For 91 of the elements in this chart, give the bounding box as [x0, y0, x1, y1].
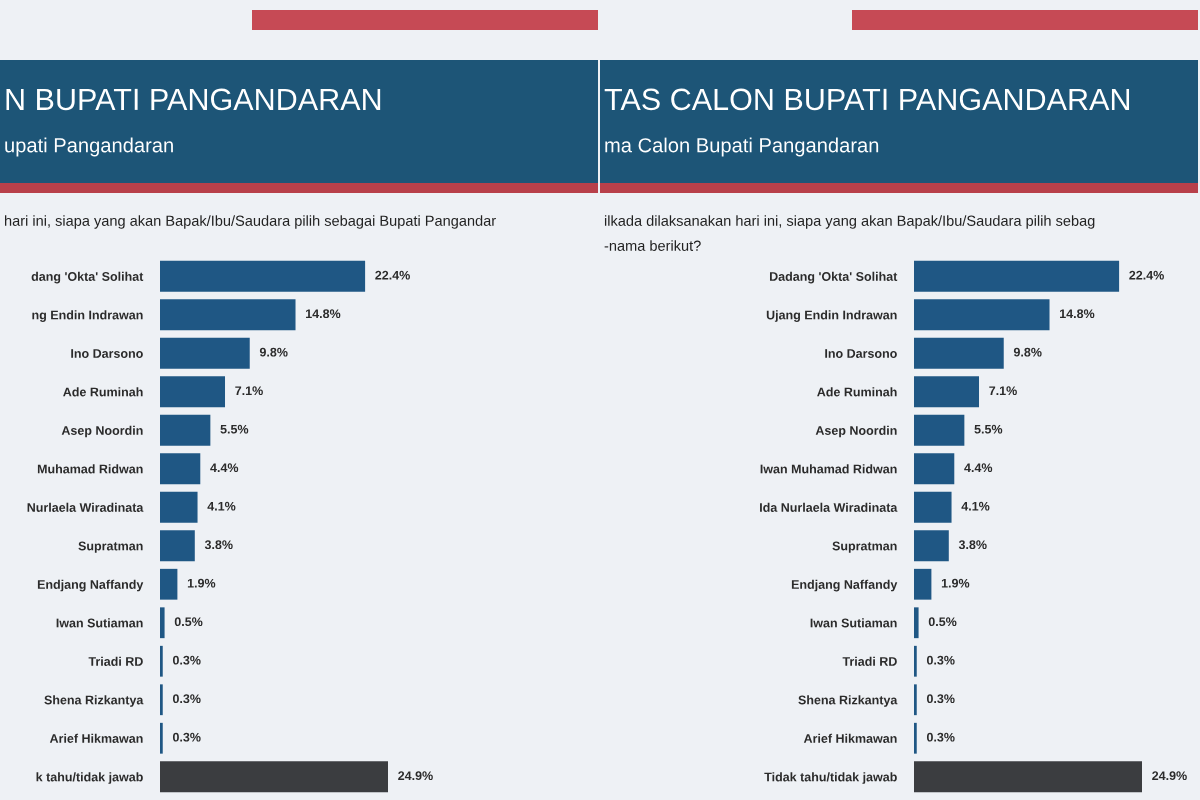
- data-label: 3.8%: [958, 540, 987, 550]
- data-label: 1.9%: [941, 578, 970, 588]
- y-tick-label: Supratman: [832, 541, 897, 553]
- data-label: 0.3%: [172, 732, 201, 742]
- data-label: 9.8%: [1013, 347, 1042, 357]
- bar: [160, 337, 250, 369]
- bar: [914, 337, 1004, 369]
- bar: [160, 761, 388, 793]
- text: -nama berikut?: [604, 240, 701, 251]
- data-label: 4.1%: [961, 501, 990, 511]
- bar: [160, 607, 165, 639]
- bar: [914, 414, 965, 446]
- bar: [914, 299, 1050, 331]
- y-tick-label: Triadi RD: [88, 656, 143, 666]
- y-tick-label: Ade Ruminah: [817, 387, 897, 397]
- y-tick-label: Ida Nurlaela Wiradinata: [760, 502, 898, 512]
- y-tick-label: Ade Ruminah: [63, 387, 143, 397]
- y-tick-label: Ino Darsono: [71, 349, 143, 358]
- y-tick-label: Nurlaela Wiradinata: [27, 502, 144, 512]
- data-label: 22.4%: [375, 270, 410, 280]
- data-label: 7.1%: [235, 386, 263, 396]
- bar: [160, 568, 178, 600]
- data-label: 24.9%: [1152, 771, 1187, 781]
- data-label: 5.5%: [220, 424, 249, 434]
- data-label: 14.8%: [306, 309, 341, 319]
- y-tick-label: Ino Darsono: [825, 349, 897, 358]
- y-tick-label: Ujang Endin Indrawan: [766, 310, 897, 322]
- data-label: 7.1%: [989, 386, 1017, 396]
- data-label: 0.5%: [928, 617, 957, 627]
- bar: [160, 645, 163, 677]
- bar: [914, 568, 932, 600]
- bar: [160, 453, 201, 485]
- y-tick-label: Triadi RD: [842, 656, 897, 666]
- y-tick-label: k tahu/tidak jawab: [36, 772, 143, 784]
- chart-title: N BUPATI PANGANDARAN: [6, 88, 381, 111]
- y-tick-label: Iwan Sutiaman: [810, 618, 897, 628]
- data-label: 5.5%: [974, 424, 1003, 434]
- bar: [160, 414, 211, 446]
- bar: [160, 722, 163, 754]
- y-tick-label: Arief Hikmawan: [49, 733, 143, 743]
- bar: [914, 491, 952, 523]
- y-tick-label: Asep Noordin: [61, 425, 143, 438]
- y-tick-label: Endjang Naffandy: [791, 579, 898, 592]
- chart-subtitle: upati Pangandaran: [5, 137, 173, 157]
- data-label: 9.8%: [259, 347, 288, 357]
- data-label: 4.1%: [207, 501, 236, 511]
- text: hari ini, siapa yang akan Bapak/Ibu/Saudara pilih sebagai Bupati Pangandar: [5, 215, 496, 229]
- bar: [914, 376, 980, 408]
- data-label: 0.3%: [926, 694, 955, 704]
- data-label: 4.4%: [964, 463, 993, 473]
- bar: [160, 491, 198, 523]
- bar: [160, 376, 226, 408]
- y-tick-label: Supratman: [78, 541, 143, 553]
- bar: [160, 299, 296, 331]
- y-tick-label: Endjang Naffandy: [37, 579, 144, 592]
- data-label: 3.8%: [204, 540, 233, 550]
- text: ma Calon Bupati Pangandaran: [605, 137, 879, 157]
- bar: [914, 684, 917, 716]
- data-label: 0.3%: [926, 655, 955, 665]
- y-tick-label: Dadang 'Okta' Solihat: [769, 271, 898, 284]
- bar: [914, 260, 1120, 292]
- data-label: 24.9%: [398, 771, 433, 781]
- y-tick-label: dang 'Okta' Solihat: [31, 271, 144, 284]
- y-tick-label: Tidak tahu/tidak jawab: [764, 772, 897, 784]
- y-tick-label: Shena Rizkantya: [798, 695, 898, 707]
- data-label: 4.4%: [210, 463, 239, 473]
- bar: [160, 260, 366, 292]
- data-label: 22.4%: [1129, 270, 1164, 280]
- data-label: 0.3%: [172, 655, 201, 665]
- data-label: 1.9%: [187, 578, 216, 588]
- data-label: 0.3%: [172, 694, 201, 704]
- y-tick-label: ng Endin Indrawan: [32, 310, 143, 322]
- y-tick-label: Iwan Muhamad Ridwan: [760, 464, 897, 474]
- bar: [914, 607, 919, 639]
- bar: [914, 453, 955, 485]
- text: ilkada dilaksanakan hari ini, siapa yang akan Bapak/Ibu/Saudara pilih sebag: [604, 215, 1095, 229]
- bar: [914, 530, 949, 562]
- bar: [914, 761, 1142, 793]
- data-label: 14.8%: [1060, 309, 1095, 319]
- bar: [914, 645, 917, 677]
- bar: [914, 722, 917, 754]
- y-tick-label: Arief Hikmawan: [803, 733, 897, 743]
- y-tick-label: Asep Noordin: [815, 425, 897, 438]
- y-tick-label: Iwan Sutiaman: [56, 618, 143, 628]
- y-tick-label: Shena Rizkantya: [44, 695, 144, 707]
- y-tick-label: Muhamad Ridwan: [37, 464, 143, 474]
- data-label: 0.5%: [174, 617, 203, 627]
- chart-title: TAS CALON BUPATI PANGANDARAN: [604, 88, 1130, 111]
- bar: [160, 530, 195, 562]
- bar: [160, 684, 163, 716]
- data-label: 0.3%: [926, 732, 955, 742]
